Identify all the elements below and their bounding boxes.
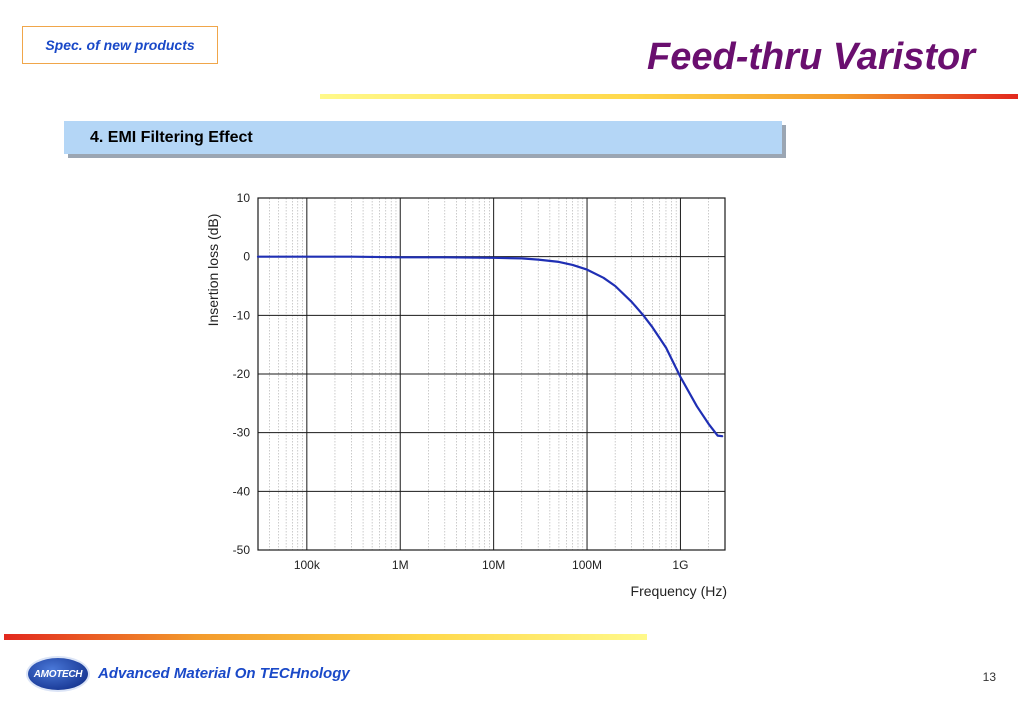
company-logo-text: AMOTECH [33, 668, 83, 680]
page-title: Feed-thru Varistor [647, 36, 975, 78]
x-tick-label: 1G [672, 558, 688, 572]
y-tick-label: 0 [243, 250, 250, 264]
y-tick-label: -20 [233, 367, 251, 381]
spec-label: Spec. of new products [45, 37, 195, 53]
company-tagline: Advanced Material On TECHnology [98, 665, 350, 682]
company-logo: AMOTECH [28, 658, 88, 690]
x-tick-label: 1M [392, 558, 409, 572]
section-heading: 4. EMI Filtering Effect [90, 128, 253, 146]
insertion-loss-line [256, 255, 724, 438]
section-heading-bar: 4. EMI Filtering Effect [64, 121, 782, 154]
insertion-loss-chart: 10 0 -10 -20 -30 -40 -50 100k 1M 10M 100M 1G Frequen… [205, 191, 727, 599]
y-tick-label: -30 [233, 426, 251, 440]
footer-gradient-stripe [4, 634, 647, 640]
x-tick-label: 100M [572, 558, 602, 572]
header-gradient-stripe [320, 94, 1018, 99]
spec-label-box: Spec. of new products [22, 26, 218, 64]
y-tick-label: 10 [237, 191, 251, 205]
y-tick-label: -40 [233, 484, 251, 498]
x-tick-label: 10M [482, 558, 505, 572]
y-tick-label: -50 [233, 543, 251, 557]
x-axis-label: Frequency (Hz) [631, 583, 727, 599]
y-axis-label: Insertion loss (dB) [205, 214, 221, 327]
plot-frame [257, 197, 726, 551]
y-tick-label: -10 [233, 308, 251, 322]
x-tick-label: 100k [294, 558, 321, 572]
page-number: 13 [982, 670, 996, 684]
